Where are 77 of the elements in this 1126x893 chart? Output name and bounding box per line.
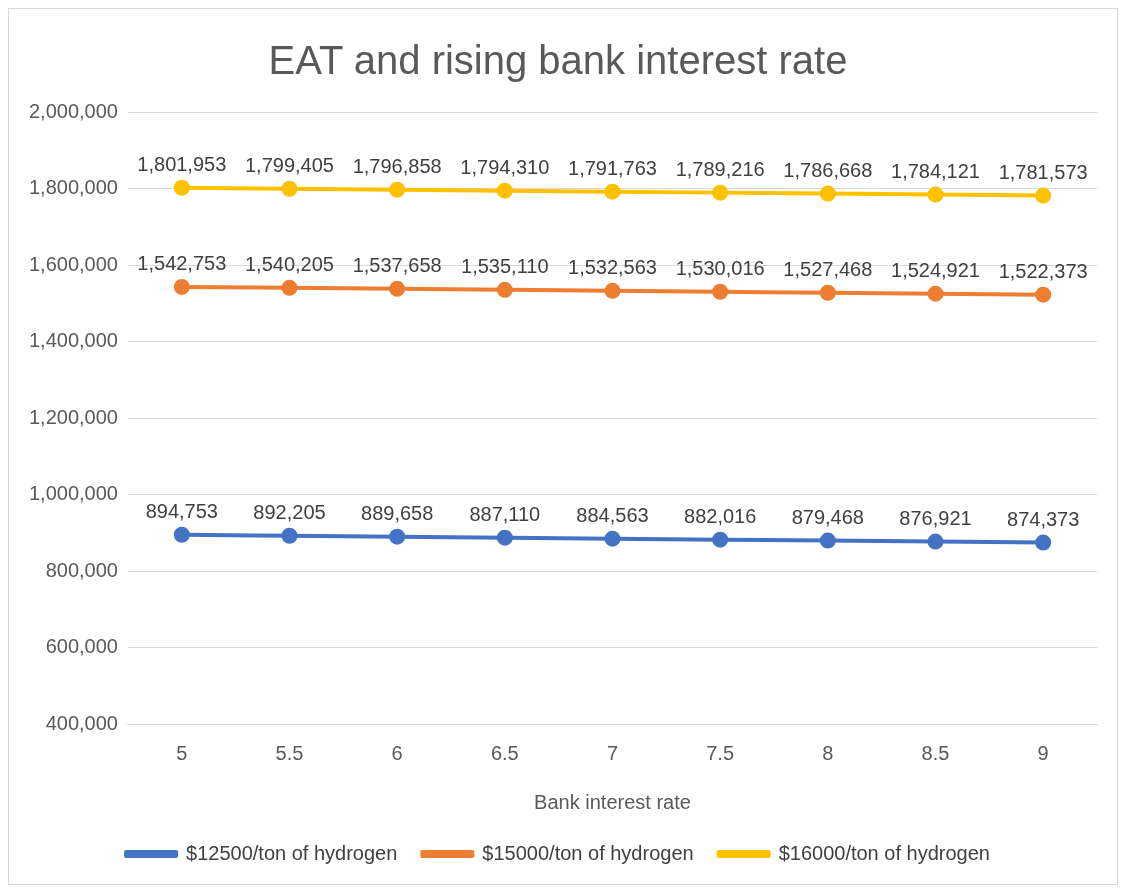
- data-label: 1,786,668: [783, 159, 873, 182]
- data-label: 1,542,753: [137, 252, 227, 275]
- data-label: 1,801,953: [137, 153, 227, 176]
- y-tick-label: 2,000,000: [28, 99, 118, 122]
- legend-label: $16000/ton of hydrogen: [778, 841, 990, 864]
- y-tick-label: 1,800,000: [28, 176, 118, 199]
- data-label: 1,537,658: [352, 254, 442, 277]
- data-label: 876,921: [899, 507, 972, 530]
- point: [1035, 187, 1052, 204]
- x-tick-label: 5: [176, 741, 188, 764]
- x-tick-label: 7.5: [706, 741, 735, 764]
- point: [604, 530, 621, 547]
- point: [819, 284, 836, 301]
- data-label: 1,530,016: [675, 257, 765, 280]
- x-tick-label: 6: [391, 741, 403, 764]
- data-label: 894,753: [145, 500, 218, 523]
- data-label: 1,535,110: [461, 255, 549, 278]
- point: [281, 279, 298, 296]
- data-label: 889,658: [361, 502, 434, 525]
- data-label: 892,205: [253, 501, 326, 524]
- data-label: 1,540,205: [244, 253, 334, 276]
- point: [281, 180, 298, 197]
- data-label: 1,781,573: [998, 161, 1088, 184]
- data-label: 887,110: [469, 503, 541, 526]
- data-label: 1,524,921: [891, 259, 980, 282]
- point: [1035, 286, 1052, 303]
- point: [173, 278, 190, 295]
- legend-label: $15000/ton of hydrogen: [482, 841, 694, 864]
- point: [604, 183, 621, 200]
- point: [819, 185, 836, 202]
- point: [496, 529, 513, 546]
- x-tick-label: 7: [606, 741, 619, 764]
- x-tick-label: 9: [1037, 741, 1049, 764]
- point: [712, 531, 729, 548]
- y-tick-label: 1,200,000: [28, 405, 118, 428]
- point: [496, 281, 513, 298]
- point: [389, 528, 406, 545]
- data-label: 1,789,216: [675, 158, 765, 181]
- y-tick-label: 800,000: [45, 558, 118, 581]
- data-label: 1,796,858: [352, 155, 442, 178]
- point: [712, 184, 729, 201]
- y-tick-label: 1,400,000: [28, 329, 118, 352]
- x-tick-label: 8.5: [921, 741, 950, 764]
- data-label: 1,794,310: [460, 156, 550, 179]
- point: [927, 186, 944, 203]
- y-tick-label: 1,600,000: [28, 252, 118, 275]
- point: [173, 526, 190, 543]
- legend-label: $12500/ton of hydrogen: [186, 841, 398, 864]
- x-tick-label: 6.5: [490, 741, 519, 764]
- point: [389, 280, 406, 297]
- point: [927, 285, 944, 302]
- point: [173, 179, 190, 196]
- data-label: 1,532,563: [568, 256, 657, 279]
- point: [604, 282, 621, 299]
- chart-title: EAT and rising bank interest rate: [268, 38, 848, 83]
- x-tick-label: 5.5: [275, 741, 304, 764]
- data-label: 1,522,373: [998, 260, 1088, 283]
- data-label: 874,373: [1007, 508, 1080, 531]
- point: [1035, 534, 1052, 551]
- point: [281, 527, 298, 544]
- point: [927, 533, 944, 550]
- x-axis-title: Bank interest rate: [534, 790, 691, 813]
- data-label: 1,791,763: [568, 157, 657, 180]
- point: [819, 532, 836, 549]
- x-tick-label: 8: [822, 741, 834, 764]
- data-label: 1,799,405: [244, 154, 334, 177]
- data-label: 884,563: [576, 504, 649, 527]
- data-label: 1,784,121: [891, 160, 980, 183]
- data-label: 1,527,468: [783, 258, 873, 281]
- data-label: 882,016: [684, 505, 757, 528]
- point: [712, 283, 729, 300]
- y-tick-label: 600,000: [45, 635, 118, 658]
- point: [389, 181, 406, 198]
- data-label: 879,468: [791, 506, 864, 529]
- y-tick-label: 1,000,000: [28, 482, 118, 505]
- point: [496, 182, 513, 199]
- y-tick-label: 400,000: [45, 711, 118, 734]
